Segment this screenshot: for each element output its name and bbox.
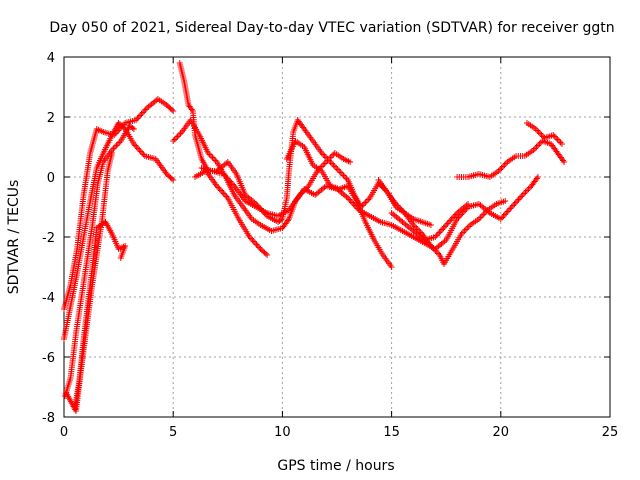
series-arc-3 xyxy=(62,123,137,399)
x-tick-label: 25 xyxy=(602,425,619,440)
series-arc-14 xyxy=(524,120,565,147)
data-point xyxy=(264,252,271,258)
data-point xyxy=(277,217,284,223)
x-tick-label: 20 xyxy=(493,425,510,440)
series-arc-1 xyxy=(61,96,177,312)
y-tick-label: 4 xyxy=(47,51,55,66)
series-arc-5 xyxy=(71,219,129,411)
data-point xyxy=(170,177,177,183)
data-point xyxy=(347,159,354,165)
x-axis-title: GPS time / hours xyxy=(277,458,394,474)
data-point xyxy=(109,150,116,156)
data-point xyxy=(168,106,175,113)
grid xyxy=(64,57,610,417)
series-arc-6 xyxy=(176,60,434,228)
y-tick-label: -8 xyxy=(42,411,55,426)
data-point xyxy=(388,264,395,270)
data-point xyxy=(558,141,565,147)
y-tick-label: -6 xyxy=(42,351,55,366)
x-axis: 0 5 10 15 20 25 xyxy=(60,57,618,440)
series-arc-2 xyxy=(61,120,177,342)
data-point xyxy=(168,175,175,182)
data-point xyxy=(130,126,137,132)
y-tick-label: -2 xyxy=(42,231,55,246)
data-point xyxy=(561,159,568,165)
data-point xyxy=(170,108,177,114)
x-tick-label: 5 xyxy=(169,425,177,440)
series-arc-10 xyxy=(283,138,395,270)
series-arc-13 xyxy=(454,138,568,180)
x-tick-label: 15 xyxy=(383,425,400,440)
data-point xyxy=(427,222,434,228)
y-tick-label: 2 xyxy=(47,111,55,126)
data-point xyxy=(502,198,509,204)
data-point xyxy=(129,125,136,131)
series-arc-9 xyxy=(198,150,354,219)
y-tick-label: -4 xyxy=(42,291,55,306)
data-point xyxy=(262,250,269,257)
x-tick-label: 0 xyxy=(60,425,68,440)
data-point xyxy=(117,255,124,261)
data-points xyxy=(61,60,568,414)
series-arc-8 xyxy=(192,168,271,258)
x-tick-label: 10 xyxy=(274,425,291,440)
data-point xyxy=(534,174,541,180)
series-arc-11 xyxy=(375,177,509,267)
y-axis-title: SDTVAR / TECUs xyxy=(6,180,22,295)
chart-title: Day 050 of 2021, Sidereal Day-to-day VTE… xyxy=(49,20,614,36)
data-point xyxy=(465,201,472,207)
series-arc-12 xyxy=(388,201,472,243)
y-tick-label: 0 xyxy=(47,171,55,186)
